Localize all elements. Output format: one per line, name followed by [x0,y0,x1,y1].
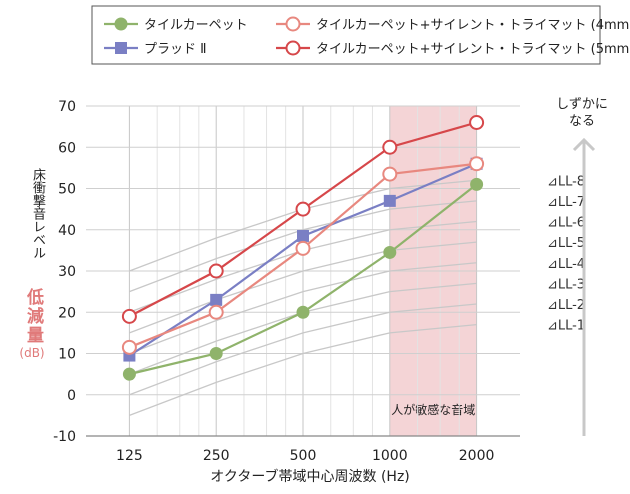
data-point [383,245,397,259]
y-tick-label: 20 [58,305,76,321]
legend-marker [285,40,301,56]
x-tick-label: 1000 [372,448,408,464]
data-point [122,367,136,381]
reference-curve-label: ⊿LL-2 [547,298,585,313]
legend-marker [114,17,128,31]
quieter-annotation-line-2: なる [568,114,595,129]
y-tick-label: 70 [58,99,76,115]
x-tick-label: 125 [116,448,143,464]
legend-label: プラッド Ⅱ [144,42,207,57]
data-point [382,166,398,182]
reference-curve [129,262,477,355]
x-tick-label: 250 [203,448,230,464]
y-tick-label: 30 [58,264,76,280]
y-tick-label: 0 [67,388,76,404]
y-tick-label: 10 [58,347,76,363]
quieter-annotation-line-1: しずかに [556,97,608,112]
reference-curve [129,303,477,396]
y-tick-label: 40 [58,223,76,239]
data-point [210,293,223,306]
reference-curve-label: ⊿LL-3 [547,277,585,292]
data-point [470,177,484,191]
y-tick-label: 60 [58,140,76,156]
sensitive-range-label: 人が敏感な音域 [391,402,475,417]
data-point [469,156,485,172]
data-point [469,115,485,130]
reference-curve-label: ⊿LL-7 [547,195,585,210]
data-point [382,139,398,155]
reference-curve [129,323,477,416]
legend-label: タイルカーペット+サイレント・トライマット (4mm) [316,18,630,33]
y-axis-unit: (dB) [19,346,45,360]
reference-curve-label: ⊿LL-5 [547,236,585,251]
data-point [121,339,137,355]
data-point [208,263,224,279]
legend-label: タイルカーペット [144,18,248,33]
data-point [296,305,310,319]
data-point [295,201,311,217]
data-point [121,308,137,324]
x-tick-label: 2000 [459,448,495,464]
y-tick-label: -10 [53,429,76,445]
quieter-annotation: しずかに なる [552,96,612,130]
x-axis-label: オクターブ帯域中心周波数 (Hz) [210,469,410,485]
x-tick-label: 500 [290,448,317,464]
data-point [123,349,136,362]
reference-curve [129,200,477,293]
y-axis-label-emphasis: 低減量 [23,288,43,345]
reference-curve-label: ⊿LL-1 [547,319,585,334]
legend-box [91,5,601,65]
reference-curve-label: ⊿LL-8 [547,174,585,189]
reference-curve-label: ⊿LL-6 [547,216,585,231]
data-point [208,304,224,320]
data-point [209,347,223,360]
reference-curve-label: ⊿LL-4 [547,257,585,272]
y-tick-label: 50 [58,182,76,198]
legend-marker [285,16,301,32]
data-point [297,229,309,242]
legend-marker [115,42,127,54]
quieter-arrow-head [572,137,596,152]
data-point [295,240,311,256]
reference-curve [129,241,477,334]
y-axis-label: 床衝撃音レベル [30,168,45,259]
legend-label: タイルカーペット+サイレント・トライマット (5mm) [316,42,630,57]
data-point [383,194,396,207]
